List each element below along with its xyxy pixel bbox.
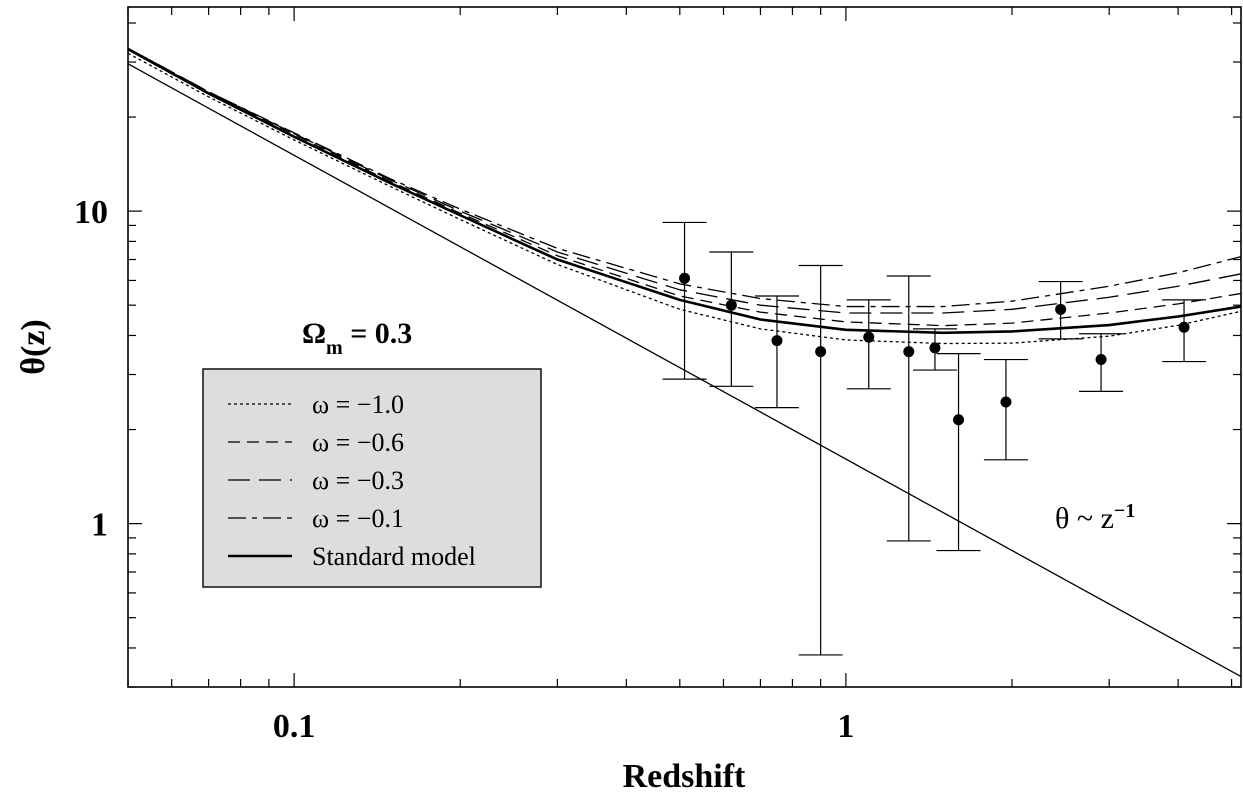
data-point-group — [662, 221, 707, 380]
data-point-group — [936, 352, 981, 552]
series-line — [127, 47, 1242, 308]
data-point — [863, 331, 875, 343]
power-law-annotation: θ ~ z−1 — [1055, 500, 1135, 535]
tick-labels: 0.1 1 1 10 — [74, 194, 854, 745]
data-point-group — [1079, 333, 1124, 392]
x-tick-label: 1 — [837, 708, 854, 745]
data-point — [1000, 396, 1012, 408]
plot-frame — [127, 6, 1242, 688]
omega-m-annotation: Ωm = 0.3 — [302, 317, 412, 359]
series-line — [127, 52, 1242, 345]
series-line — [127, 47, 1242, 335]
data-point-group — [754, 295, 799, 409]
minor-ticks — [127, 7, 1241, 688]
y-axis-title: θ(z) — [15, 319, 52, 374]
x-axis-title: Redshift — [623, 758, 746, 794]
legend-label: ω = −0.1 — [312, 504, 404, 533]
data-point — [725, 299, 737, 311]
legend-label: Standard model — [312, 542, 476, 571]
data-point-group — [912, 328, 957, 371]
data-point-group — [798, 264, 843, 656]
series-line — [127, 47, 1242, 327]
legend-label: ω = −1.0 — [312, 390, 404, 419]
data-point-group — [886, 275, 931, 542]
x-tick-label: 0.1 — [273, 708, 316, 745]
data-point — [1178, 321, 1190, 333]
data-point — [771, 335, 783, 347]
y-tick-label: 10 — [74, 194, 108, 231]
data-point — [903, 346, 915, 358]
data-point-group — [1038, 280, 1083, 340]
data-point-group — [1162, 299, 1207, 363]
data-point-group — [846, 299, 891, 390]
legend-box — [202, 368, 542, 588]
data-point — [929, 342, 941, 354]
series-line — [127, 47, 1242, 314]
data-points — [662, 221, 1207, 656]
data-point — [953, 414, 965, 426]
data-point-group — [983, 358, 1028, 461]
data-point — [679, 272, 691, 284]
data-point-group — [709, 251, 754, 387]
major-ticks — [128, 7, 1241, 687]
data-point — [815, 346, 827, 358]
data-point — [1095, 354, 1107, 366]
data-point — [1055, 303, 1067, 315]
legend-label: ω = −0.6 — [312, 428, 404, 457]
legend-entries: ω = −1.0 ω = −0.6 ω = −0.3 ω = −0.1 Standard… — [228, 390, 476, 571]
legend: ω = −1.0 ω = −0.6 ω = −0.3 ω = −0.1 Standard… — [202, 368, 542, 588]
y-tick-label: 1 — [91, 507, 108, 544]
legend-label: ω = −0.3 — [312, 466, 404, 495]
